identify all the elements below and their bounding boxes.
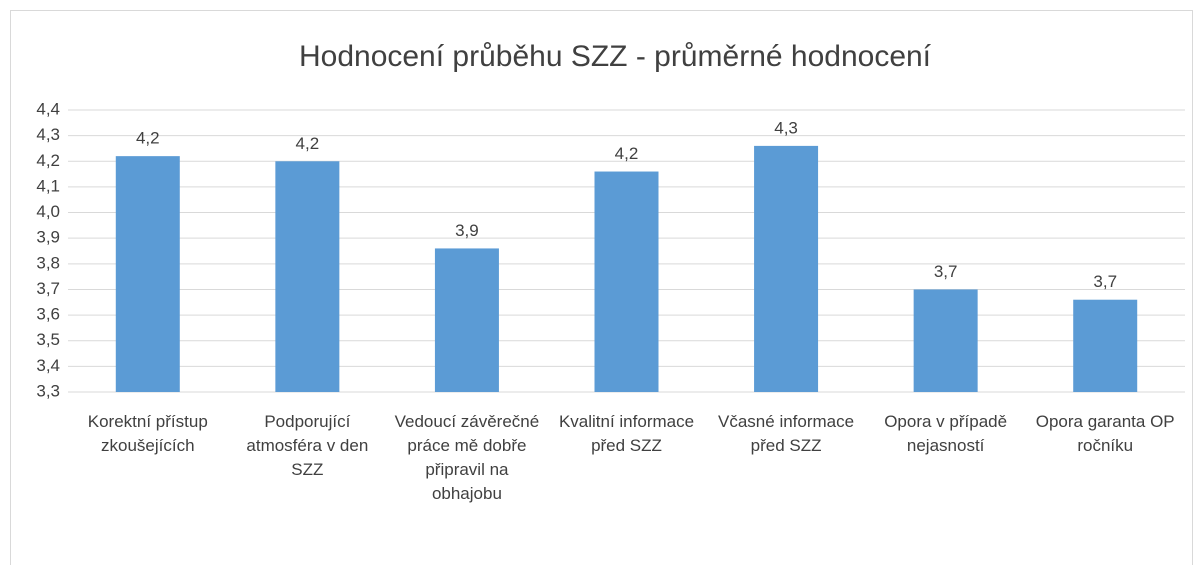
y-tick-label: 3,8	[36, 253, 60, 272]
chart-title: Hodnocení průběhu SZZ - průměrné hodnoce…	[299, 40, 932, 73]
data-label: 4,2	[296, 134, 320, 153]
y-tick-label: 3,9	[36, 228, 60, 247]
bar	[754, 145, 819, 392]
y-tick-label: 3,5	[36, 330, 60, 349]
x-tick-label: Opora garanta OP ročníku	[1035, 412, 1175, 455]
y-tick-label: 4,1	[36, 176, 60, 195]
x-tick-label: Včasné informace před SZZ	[718, 412, 855, 455]
data-label: 3,7	[934, 262, 958, 281]
y-tick-label: 3,6	[36, 305, 60, 324]
x-tick-label: Podporující atmosféra v den SZZ	[246, 412, 369, 479]
x-tick-label: Vedoucí závěrečné práce mě dobře připrav…	[394, 412, 540, 503]
bar	[1073, 299, 1138, 392]
data-label: 4,2	[136, 129, 160, 148]
bar	[115, 156, 180, 392]
y-tick-label: 4,3	[36, 125, 60, 144]
bar	[594, 171, 659, 392]
x-tick-label: Kvalitní informace před SZZ	[558, 412, 695, 455]
y-tick-label: 3,7	[36, 279, 60, 298]
data-label: 4,2	[615, 144, 639, 163]
bar	[275, 161, 340, 392]
x-tick-label: Korektní přístup zkoušejících	[87, 412, 208, 455]
y-tick-label: 4,0	[36, 202, 60, 221]
chart-border	[10, 10, 1193, 565]
x-tick-label: Opora v případě nejasností	[884, 412, 1008, 455]
y-tick-label: 3,4	[36, 356, 60, 375]
bar	[434, 248, 499, 392]
data-label: 3,9	[455, 221, 479, 240]
data-label: 4,3	[774, 118, 798, 137]
data-label: 3,7	[1093, 272, 1117, 291]
y-tick-label: 4,4	[36, 99, 60, 118]
y-tick-label: 3,3	[36, 381, 60, 400]
y-tick-label: 4,2	[36, 151, 60, 170]
bar	[913, 289, 978, 392]
